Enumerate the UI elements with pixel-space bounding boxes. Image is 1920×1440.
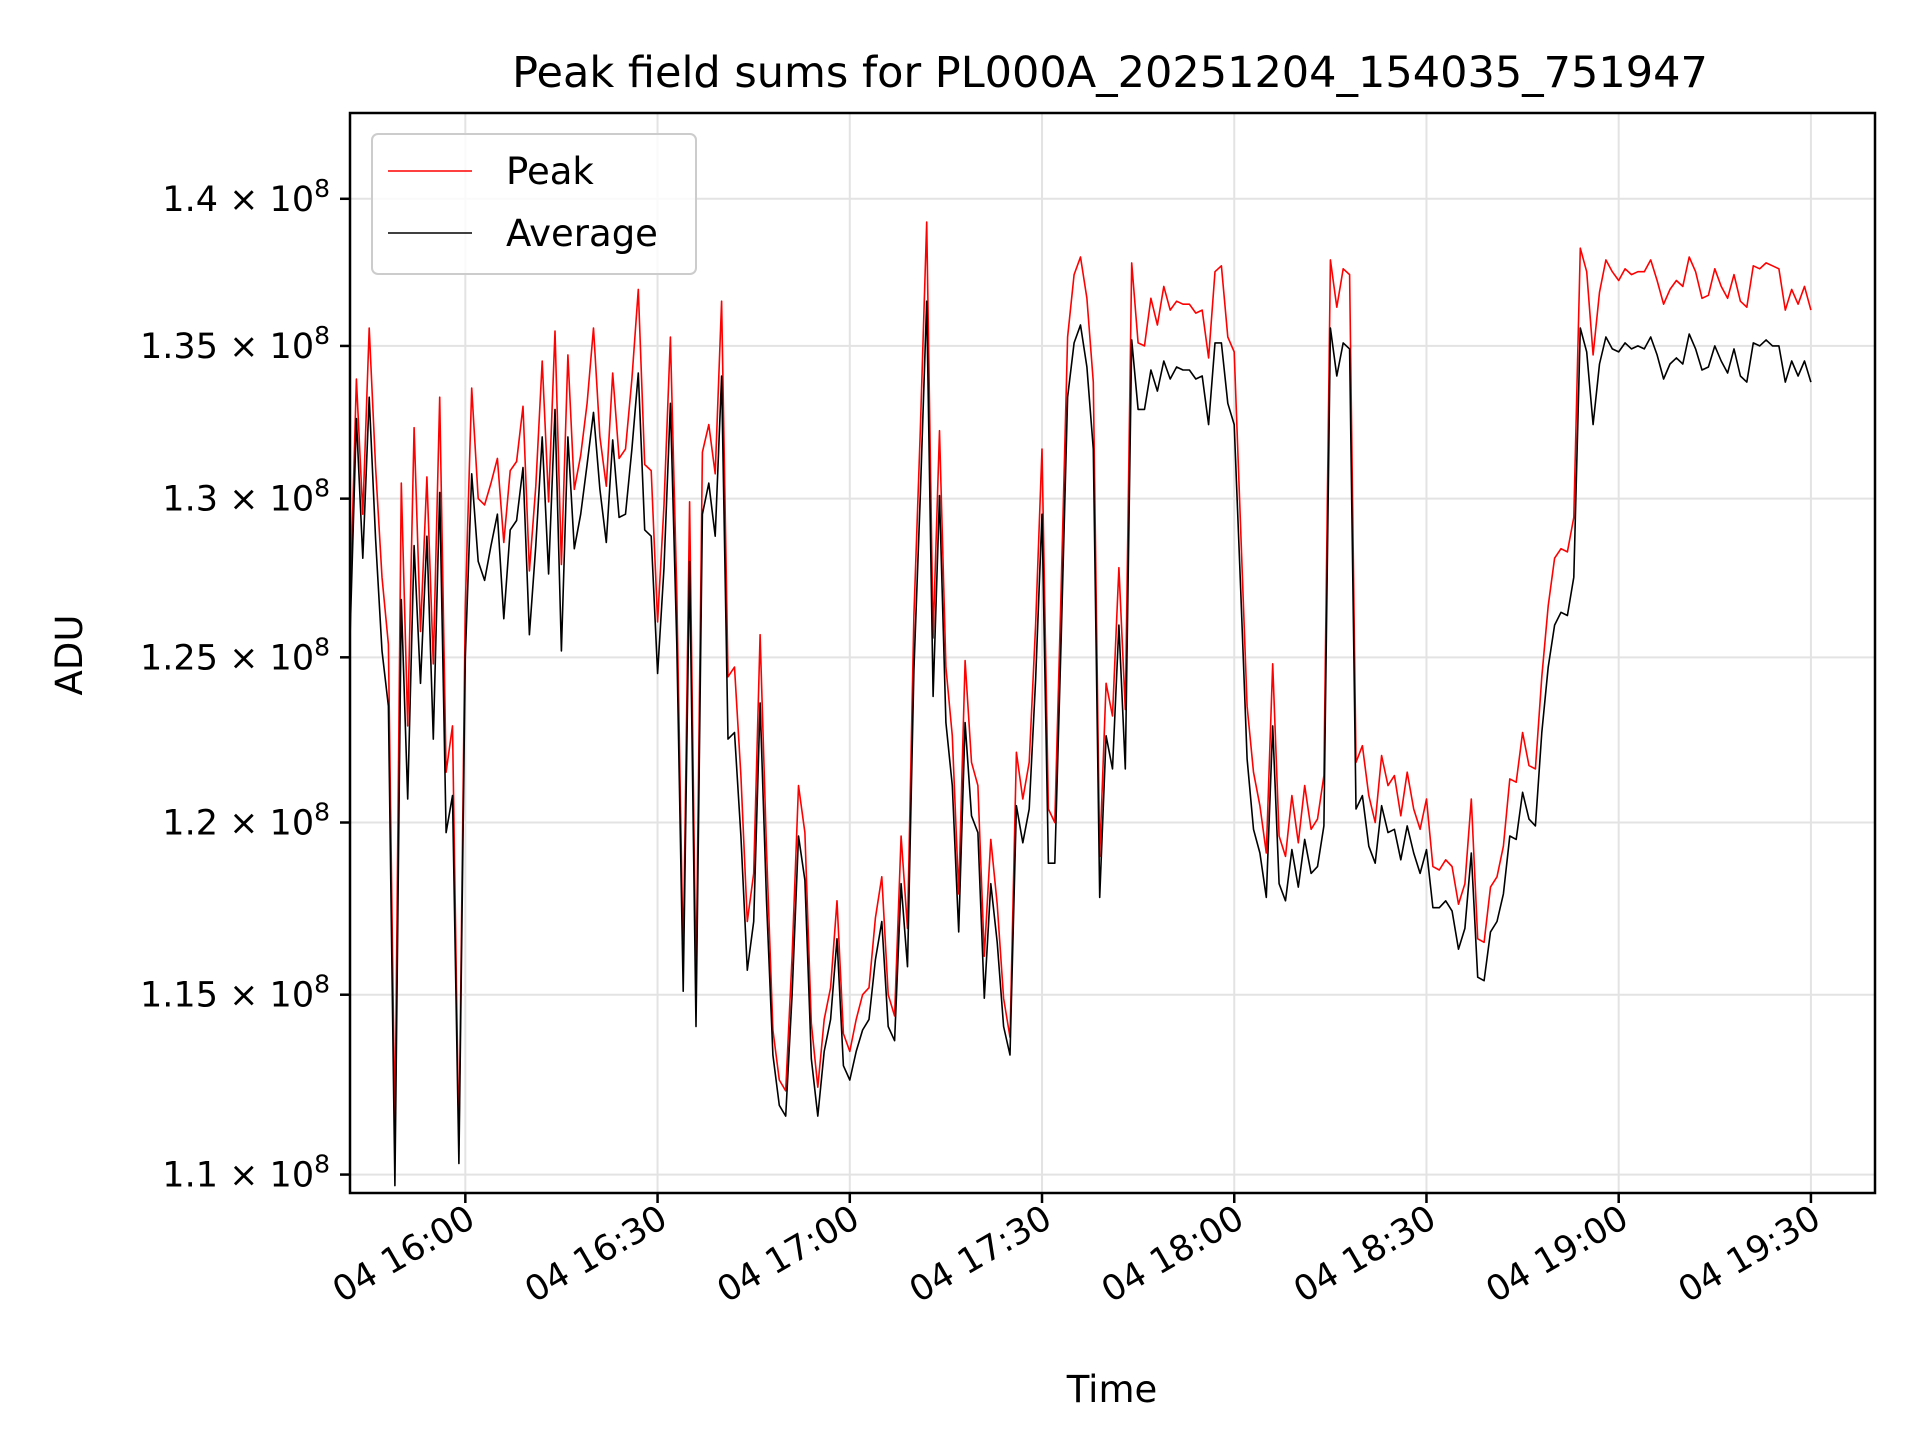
y-tick-base: × 10 <box>229 1156 314 1196</box>
y-tick-mantissa: 1.4 <box>162 180 229 220</box>
plot-area <box>350 221 1812 1187</box>
y-tick-base: × 10 <box>229 976 314 1016</box>
y-tick-mantissa: 1.1 <box>162 1156 229 1196</box>
y-tick-label: 1.3 × 108 <box>162 474 330 520</box>
y-tick-exponent: 8 <box>314 1150 330 1179</box>
y-tick-base: × 10 <box>229 480 314 520</box>
y-tick-exponent: 8 <box>314 474 330 503</box>
chart-title: Peak field sums for PL000A_20251204_1540… <box>512 48 1708 98</box>
y-tick-mantissa: 1.15 <box>140 976 229 1016</box>
y-tick-base: × 10 <box>229 180 314 220</box>
y-tick-label: 1.2 × 108 <box>162 798 330 844</box>
series-line-average <box>350 300 1812 1187</box>
y-tick-mantissa: 1.2 <box>162 804 229 844</box>
legend-box <box>371 133 697 275</box>
y-tick-label: 1.1 × 108 <box>162 1150 330 1196</box>
y-tick-mantissa: 1.3 <box>162 480 229 520</box>
grid-lines <box>350 113 1875 1193</box>
y-tick-base: × 10 <box>229 804 314 844</box>
y-tick-exponent: 8 <box>314 798 330 827</box>
legend-label-average: Average <box>506 212 658 255</box>
y-tick-exponent: 8 <box>314 321 330 350</box>
y-tick-exponent: 8 <box>314 970 330 999</box>
series-line-peak <box>350 221 1812 1146</box>
y-axis-label: ADU <box>48 615 91 696</box>
y-tick-mantissa: 1.35 <box>140 327 229 367</box>
y-tick-label: 1.15 × 108 <box>140 970 330 1016</box>
y-tick-label: 1.4 × 108 <box>162 174 330 220</box>
x-axis-label: Time <box>1066 1368 1158 1411</box>
y-tick-exponent: 8 <box>314 632 330 661</box>
y-tick-exponent: 8 <box>314 174 330 203</box>
y-tick-base: × 10 <box>229 327 314 367</box>
legend-label-peak: Peak <box>506 150 594 193</box>
y-tick-label: 1.35 × 108 <box>140 321 330 367</box>
y-tick-label: 1.25 × 108 <box>140 632 330 678</box>
y-tick-base: × 10 <box>229 638 314 678</box>
axes-frame <box>348 111 1877 1195</box>
y-tick-mantissa: 1.25 <box>140 638 229 678</box>
legend: Peak Average <box>371 133 697 275</box>
